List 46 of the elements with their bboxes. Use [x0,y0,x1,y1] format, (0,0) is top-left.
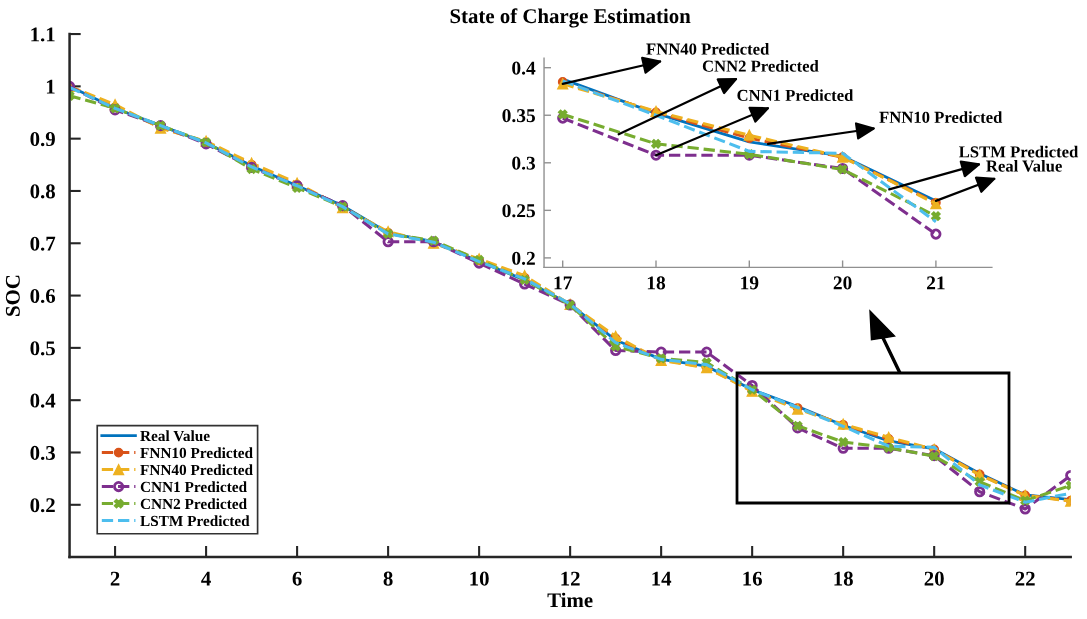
y-tick-label: 0.6 [30,288,56,304]
legend-label: LSTM Predicted [140,515,250,527]
legend-label: FNN40 Predicted [140,464,253,476]
annotation: CNN1 Predicted [737,89,854,102]
x-tick-label: 6 [292,571,302,586]
x-tick-label: 2 [110,571,120,586]
x-tick-label: 21 [927,276,945,290]
x-tick-label: 22 [1015,571,1035,586]
y-tick-label: 0.5 [30,341,55,356]
y-tick-label: 0.3 [30,445,55,461]
x-tick-label: 8 [383,571,393,586]
x-tick-label: 14 [652,571,672,586]
legend-label: CNN2 Predicted [140,498,247,510]
x-tick-label: 16 [743,571,762,586]
y-tick-label: 0.25 [502,204,535,218]
y-tick-label: 0.7 [30,236,56,251]
y-tick-label: 0.9 [30,132,55,147]
x-tick-label: 17 [554,276,572,290]
legend-label: Real Value [140,430,210,442]
y-tick-label: 0.35 [502,109,535,123]
legend-label: FNN10 Predicted [140,447,253,459]
y-axis-title: SOC [5,275,20,316]
y-tick-label: 0.8 [30,184,55,199]
y-tick-label: 0.2 [30,498,55,513]
y-tick-label: 0.2 [512,251,535,265]
x-tick-label: 4 [201,571,211,586]
x-tick-label: 20 [924,571,944,586]
x-axis-title: Time [547,592,593,608]
x-tick-label: 18 [647,276,666,290]
y-tick-label: 0.4 [30,393,56,408]
x-tick-label: 20 [833,276,852,290]
y-tick-label: 0.3 [512,156,536,170]
x-tick-label: 12 [561,571,580,586]
x-tick-label: 18 [834,571,853,586]
annotation: FNN10 Predicted [879,111,1003,123]
x-tick-label: 19 [741,276,759,290]
y-tick-label: 1 [46,79,55,94]
legend-label: CNN1 Predicted [140,481,247,493]
x-tick-label: 10 [470,571,489,586]
annotation: FNN40 Predicted [646,42,770,55]
chart-title: State of Charge Estimation [450,8,691,28]
y-tick-label: 1.1 [31,27,55,42]
annotation: CNN2 Predicted [702,60,819,72]
y-tick-label: 0.4 [512,61,536,75]
annotation: Real Value [986,159,1062,172]
annotation: LSTM Predicted [958,145,1079,158]
